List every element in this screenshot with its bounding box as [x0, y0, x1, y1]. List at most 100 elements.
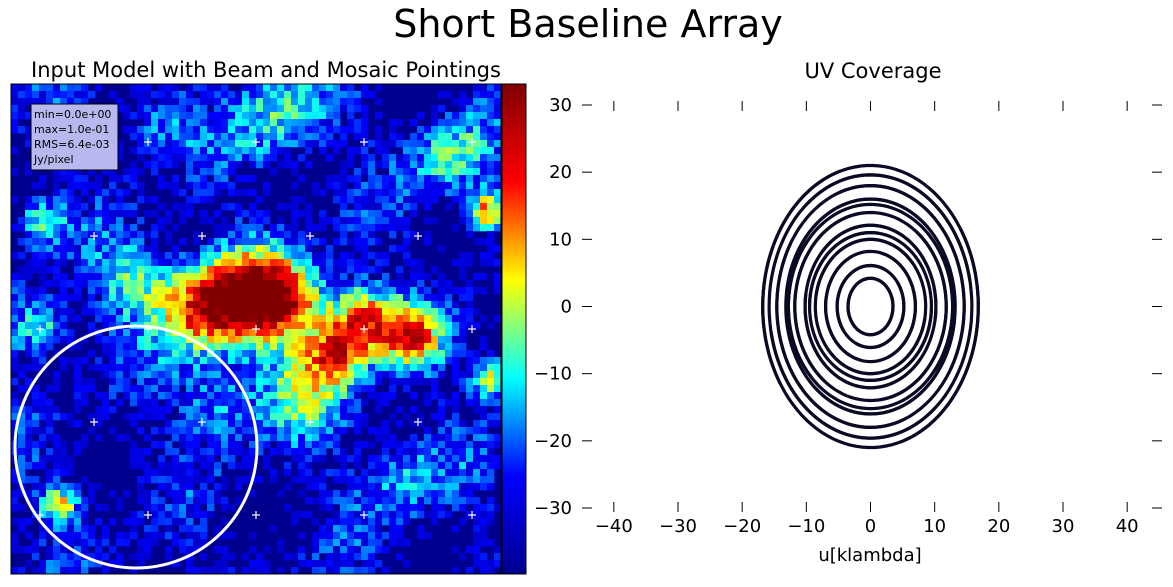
heatmap-cell: [466, 133, 474, 141]
heatmap-cell: [389, 392, 397, 400]
heatmap-cell: [32, 308, 40, 316]
heatmap-cell: [88, 427, 96, 435]
heatmap-cell: [228, 189, 236, 197]
heatmap-cell: [326, 84, 334, 92]
heatmap-cell: [466, 357, 474, 365]
heatmap-cell: [186, 434, 194, 442]
heatmap-cell: [116, 364, 124, 372]
uv-track: [813, 237, 928, 376]
heatmap-cell: [39, 91, 47, 99]
heatmap-cell: [235, 364, 243, 372]
heatmap-cell: [39, 560, 47, 568]
heatmap-cell: [39, 483, 47, 491]
heatmap-cell: [319, 91, 327, 99]
heatmap-cell: [487, 210, 495, 218]
heatmap-cell: [270, 329, 278, 337]
heatmap-cell: [186, 343, 194, 351]
heatmap-cell: [74, 231, 82, 239]
heatmap-cell: [473, 546, 481, 554]
heatmap-cell: [494, 154, 501, 162]
heatmap-cell: [291, 294, 299, 302]
heatmap-cell: [39, 315, 47, 323]
heatmap-cell: [270, 273, 278, 281]
heatmap-cell: [18, 567, 26, 574]
heatmap-cell: [207, 427, 215, 435]
heatmap-cell: [389, 539, 397, 547]
heatmap-cell: [487, 161, 495, 169]
heatmap-cell: [249, 308, 257, 316]
heatmap-cell: [459, 434, 467, 442]
heatmap-cell: [333, 140, 341, 148]
heatmap-cell: [340, 105, 348, 113]
heatmap-cell: [193, 385, 201, 393]
heatmap-cell: [60, 490, 68, 498]
heatmap-cell: [305, 364, 313, 372]
heatmap-cell: [410, 189, 418, 197]
heatmap-cell: [151, 133, 159, 141]
heatmap-cell: [361, 560, 369, 568]
heatmap-cell: [480, 525, 488, 533]
heatmap-cell: [382, 392, 390, 400]
heatmap-cell: [263, 455, 271, 463]
heatmap-cell: [417, 301, 425, 309]
heatmap-cell: [438, 350, 446, 358]
heatmap-cell: [438, 343, 446, 351]
heatmap-cell: [179, 210, 187, 218]
heatmap-cell: [487, 434, 495, 442]
heatmap-cell: [263, 385, 271, 393]
heatmap-cell: [60, 518, 68, 526]
heatmap-cell: [165, 385, 173, 393]
heatmap-cell: [18, 112, 26, 120]
heatmap-cell: [487, 168, 495, 176]
heatmap-cell: [319, 546, 327, 554]
heatmap-cell: [151, 252, 159, 260]
heatmap-cell: [410, 308, 418, 316]
heatmap-cell: [326, 385, 334, 393]
heatmap-cell: [438, 399, 446, 407]
heatmap-cell: [60, 217, 68, 225]
uv-track: [786, 202, 955, 411]
heatmap-cell: [277, 308, 285, 316]
heatmap-cell: [221, 350, 229, 358]
heatmap-cell: [137, 483, 145, 491]
heatmap-cell: [326, 518, 334, 526]
heatmap-cell: [53, 91, 61, 99]
heatmap-cell: [249, 245, 257, 253]
heatmap-cell: [130, 371, 138, 379]
heatmap-cell: [193, 476, 201, 484]
heatmap-cell: [137, 182, 145, 190]
heatmap-cell: [375, 357, 383, 365]
heatmap-cell: [459, 441, 467, 449]
heatmap-cell: [11, 504, 19, 512]
heatmap-cell: [424, 189, 432, 197]
heatmap-cell: [277, 301, 285, 309]
heatmap-cell: [277, 413, 285, 421]
heatmap-cell: [207, 308, 215, 316]
heatmap-cell: [165, 133, 173, 141]
heatmap-cell: [88, 245, 96, 253]
heatmap-cell: [452, 448, 460, 456]
heatmap-cell: [200, 427, 208, 435]
heatmap-cell: [11, 539, 19, 547]
heatmap-cell: [480, 448, 488, 456]
heatmap-cell: [53, 350, 61, 358]
heatmap-cell: [347, 532, 355, 540]
heatmap-cell: [32, 490, 40, 498]
heatmap-cell: [74, 287, 82, 295]
heatmap-cell: [438, 182, 446, 190]
heatmap-cell: [172, 504, 180, 512]
heatmap-cell: [452, 343, 460, 351]
heatmap-cell: [200, 406, 208, 414]
heatmap-cell: [368, 196, 376, 204]
heatmap-cell: [74, 343, 82, 351]
heatmap-cell: [270, 154, 278, 162]
heatmap-cell: [480, 357, 488, 365]
heatmap-cell: [431, 189, 439, 197]
heatmap-cell: [165, 546, 173, 554]
heatmap-cell: [193, 126, 201, 134]
heatmap-cell: [32, 553, 40, 561]
heatmap-cell: [466, 119, 474, 127]
heatmap-cell: [403, 147, 411, 155]
heatmap-cell: [151, 357, 159, 365]
heatmap-cell: [102, 413, 110, 421]
